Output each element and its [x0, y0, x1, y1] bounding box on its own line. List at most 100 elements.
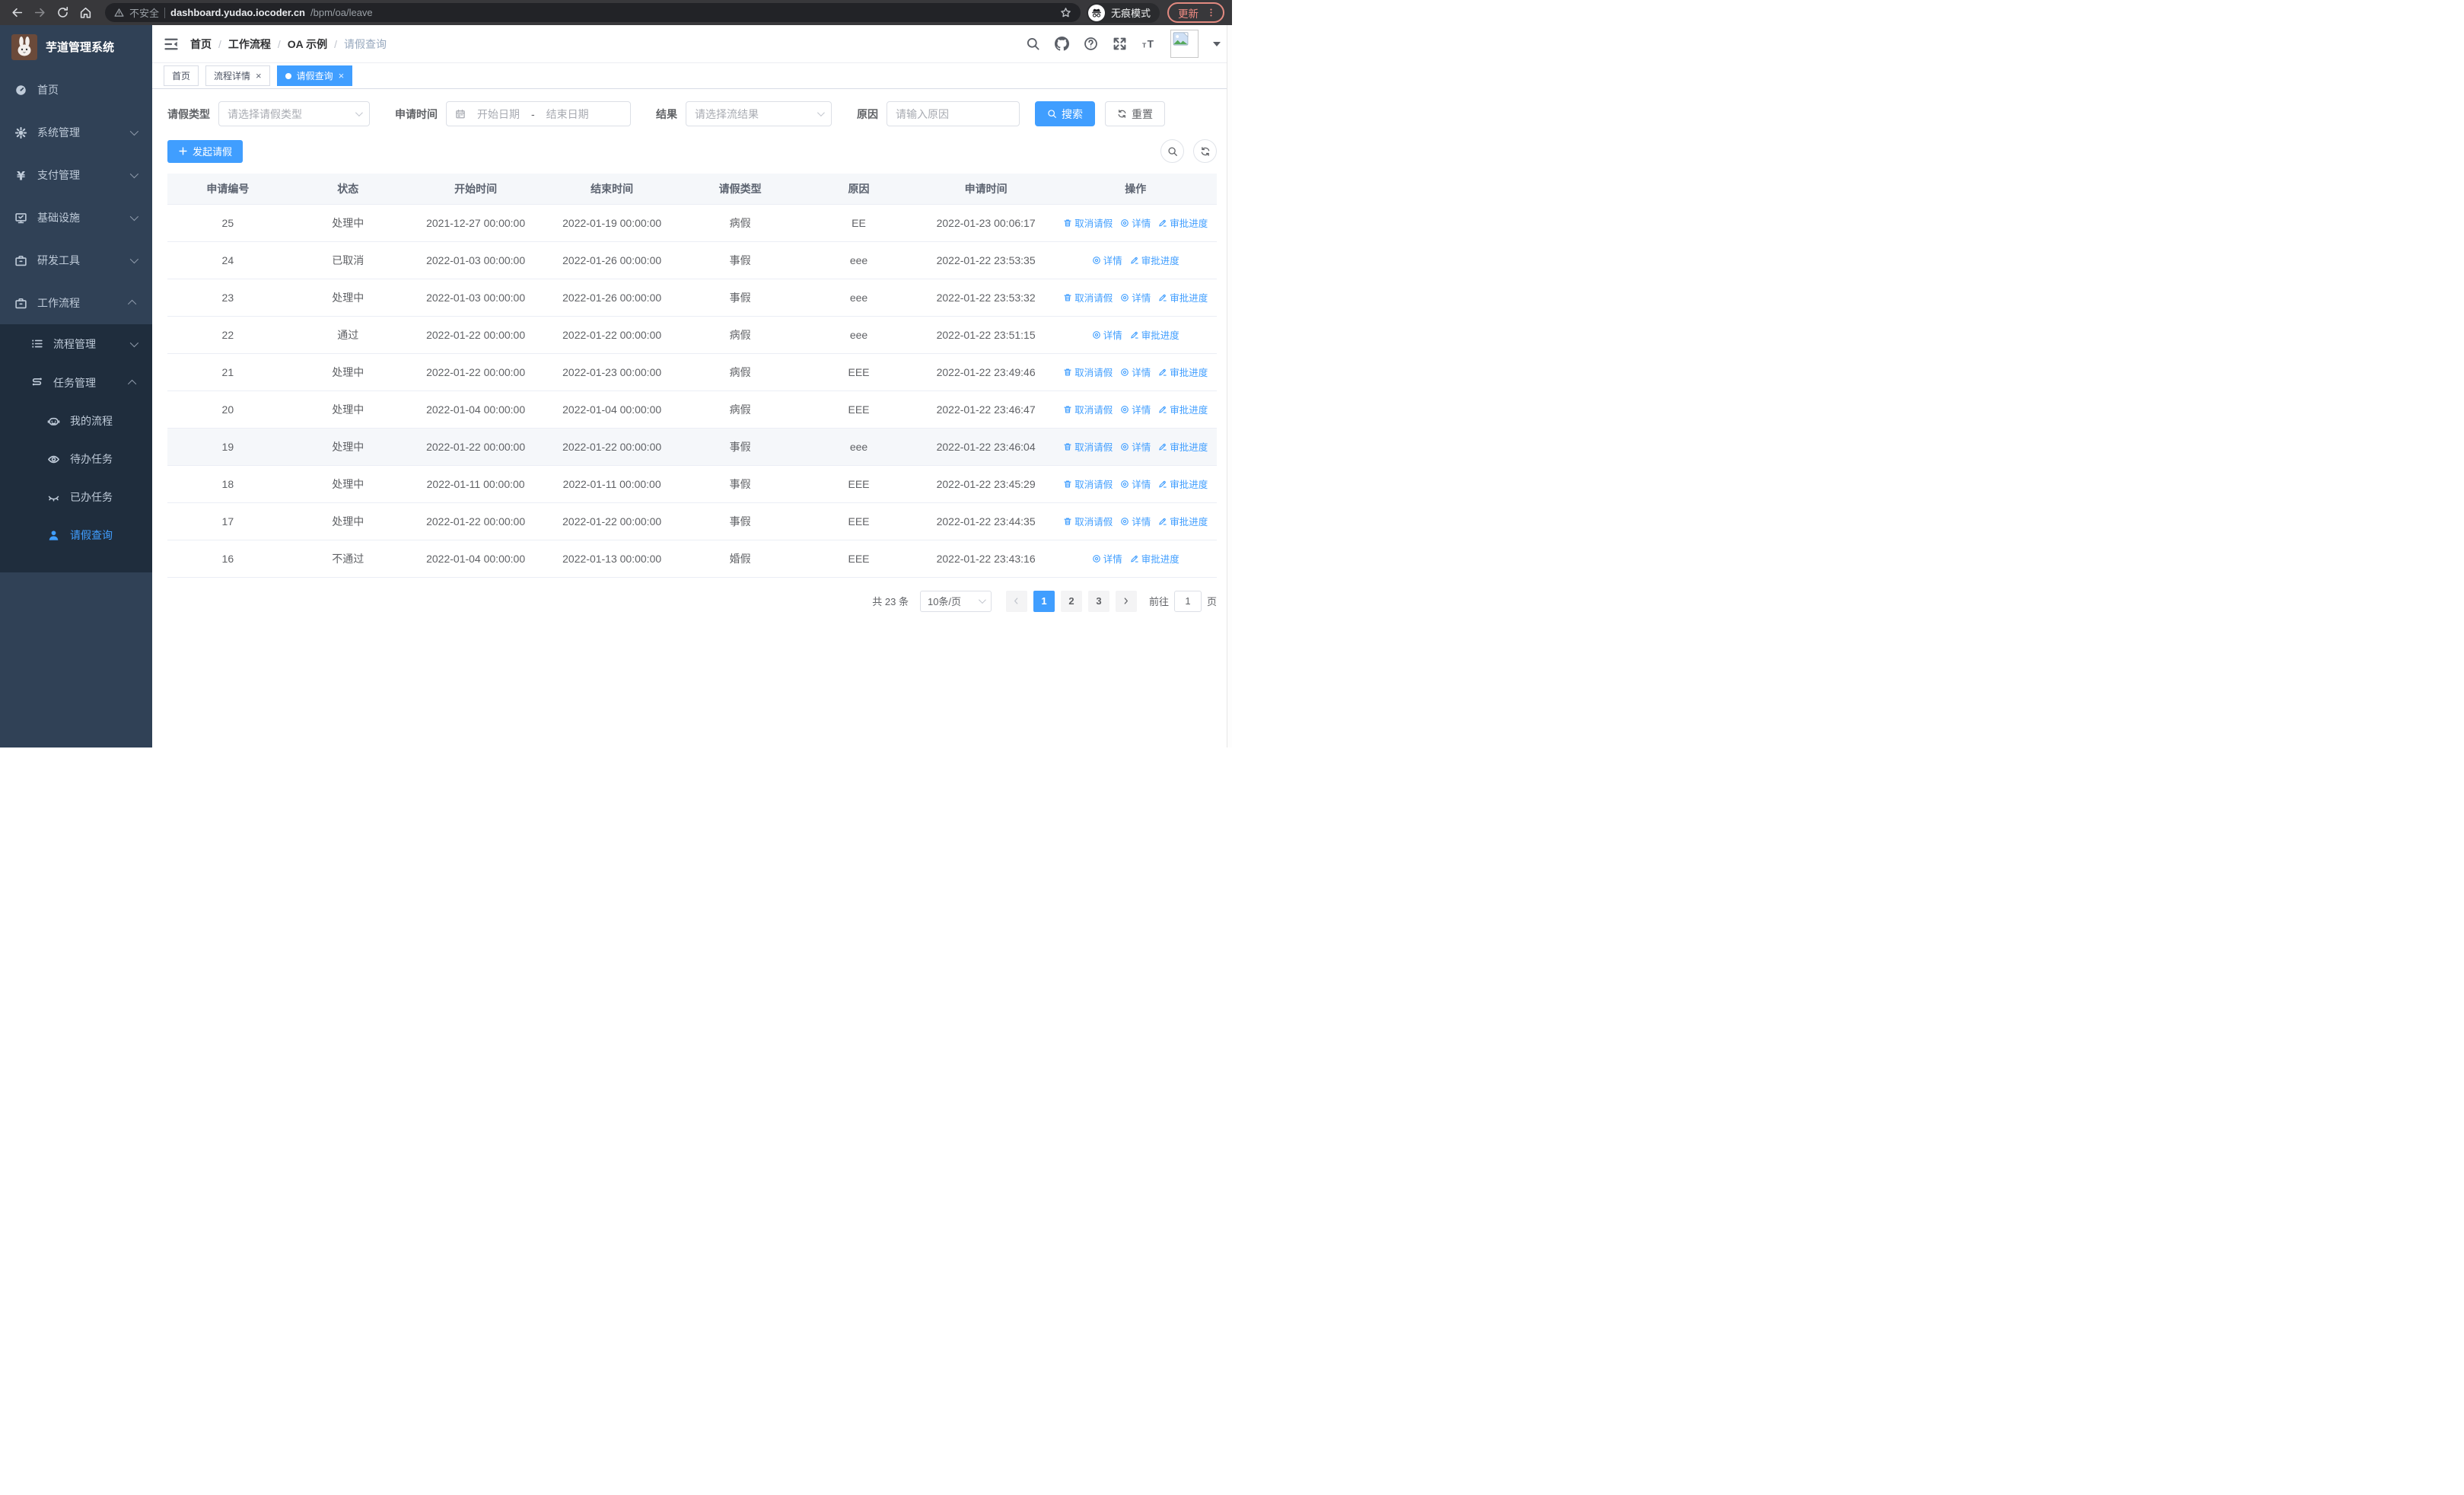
github-icon[interactable]: [1055, 37, 1069, 51]
action-cancel-link[interactable]: 取消请假: [1063, 365, 1113, 379]
goto-page-input[interactable]: [1173, 590, 1202, 612]
action-progress-link[interactable]: 审批进度: [1158, 439, 1208, 454]
sidebar-item-devtools[interactable]: 研发工具: [0, 239, 152, 282]
chevron-down-icon: [129, 169, 139, 179]
close-icon[interactable]: ×: [256, 70, 262, 81]
warning-icon: [114, 8, 124, 18]
action-detail-link[interactable]: 详情: [1092, 253, 1122, 267]
cell-start: 2021-12-27 00:00:00: [407, 204, 544, 242]
reason-input[interactable]: [896, 107, 1011, 120]
chevron-down-icon[interactable]: [1213, 41, 1221, 50]
end-date-input[interactable]: [539, 107, 596, 120]
address-bar[interactable]: 不安全 dashboard.yudao.iocoder.cn /bpm/oa/l…: [105, 3, 1081, 22]
column-header: 开始时间: [407, 174, 544, 205]
browser-update-button[interactable]: 更新: [1167, 2, 1224, 23]
result-select[interactable]: 请选择流结果: [686, 101, 832, 126]
action-progress-link[interactable]: 审批进度: [1130, 551, 1179, 566]
leave-type-select[interactable]: 请选择请假类型: [218, 101, 370, 126]
action-detail-link[interactable]: 详情: [1120, 365, 1151, 379]
action-cancel-link[interactable]: 取消请假: [1063, 402, 1113, 416]
action-progress-link[interactable]: 审批进度: [1158, 477, 1208, 491]
help-icon[interactable]: [1084, 37, 1098, 51]
create-leave-button[interactable]: 发起请假: [167, 139, 244, 163]
action-cancel-link[interactable]: 取消请假: [1063, 477, 1113, 491]
action-cancel-link[interactable]: 取消请假: [1063, 215, 1113, 230]
action-detail-link[interactable]: 详情: [1120, 439, 1151, 454]
menu-dots-icon[interactable]: [1206, 8, 1216, 18]
action-detail-link[interactable]: 详情: [1120, 477, 1151, 491]
sidebar-item-label: 待办任务: [70, 453, 113, 465]
page-button-3[interactable]: 3: [1087, 590, 1109, 612]
action-detail-link[interactable]: 详情: [1092, 551, 1122, 566]
search-button[interactable]: 搜索: [1035, 101, 1095, 126]
sidebar-item-leave-query[interactable]: 请假查询: [0, 516, 152, 554]
prev-page-button[interactable]: [1005, 590, 1027, 612]
fullscreen-icon[interactable]: [1113, 37, 1127, 51]
reload-icon[interactable]: [53, 4, 72, 22]
calendar-icon: [455, 109, 466, 120]
toggle-search-button[interactable]: [1160, 139, 1184, 163]
page-button-1[interactable]: 1: [1033, 590, 1055, 612]
sidebar-item-system[interactable]: 系统管理: [0, 111, 152, 154]
action-progress-link[interactable]: 审批进度: [1158, 215, 1208, 230]
tab-home[interactable]: 首页: [164, 65, 199, 86]
breadcrumb-item[interactable]: OA 示例: [287, 37, 328, 50]
action-label: 详情: [1132, 218, 1151, 229]
action-progress-link[interactable]: 审批进度: [1158, 290, 1208, 304]
sidebar-item-task-mgmt[interactable]: 任务管理: [0, 363, 152, 402]
cell-type: 事假: [680, 279, 801, 317]
start-date-input[interactable]: [470, 107, 527, 120]
action-detail-link[interactable]: 详情: [1120, 215, 1151, 230]
sidebar-item-infra[interactable]: 基础设施: [0, 196, 152, 239]
action-cancel-link[interactable]: 取消请假: [1063, 439, 1113, 454]
breadcrumb-item[interactable]: 首页: [190, 37, 212, 50]
reset-button[interactable]: 重置: [1105, 101, 1165, 126]
action-detail-link[interactable]: 详情: [1120, 290, 1151, 304]
bookmark-star-icon[interactable]: [1060, 7, 1071, 18]
action-detail-link[interactable]: 详情: [1120, 402, 1151, 416]
action-progress-link[interactable]: 审批进度: [1158, 514, 1208, 528]
page-button-2[interactable]: 2: [1060, 590, 1082, 612]
filter-result: 结果 请选择流结果: [656, 101, 832, 126]
back-icon[interactable]: [8, 4, 26, 22]
tab-process-detail[interactable]: 流程详情 ×: [205, 65, 270, 86]
home-icon[interactable]: [76, 4, 94, 22]
table-toolbar: 发起请假: [167, 139, 1217, 163]
cell-actions: 取消请假 详情 审批进度: [1054, 279, 1217, 317]
action-cancel-link[interactable]: 取消请假: [1063, 290, 1113, 304]
sidebar-item-process-mgmt[interactable]: 流程管理: [0, 324, 152, 363]
yen-icon: ¥: [14, 169, 27, 182]
sidebar-item-payment[interactable]: ¥ 支付管理: [0, 154, 152, 196]
action-detail-link[interactable]: 详情: [1120, 514, 1151, 528]
edit-icon: [1130, 256, 1139, 265]
view-icon: [1120, 517, 1129, 526]
scrollbar[interactable]: [1227, 25, 1232, 748]
action-detail-link[interactable]: 详情: [1092, 327, 1122, 342]
tab-leave-query[interactable]: 请假查询 ×: [276, 65, 353, 86]
avatar[interactable]: [1170, 30, 1199, 58]
sidebar-item-my-process[interactable]: 我的流程: [0, 402, 152, 440]
sidebar-item-todo-tasks[interactable]: 待办任务: [0, 440, 152, 478]
refresh-table-button[interactable]: [1193, 139, 1217, 163]
action-progress-link[interactable]: 审批进度: [1130, 327, 1179, 342]
sidebar-item-workflow[interactable]: 工作流程: [0, 282, 152, 324]
close-icon[interactable]: ×: [338, 70, 345, 81]
breadcrumb-item[interactable]: 工作流程: [228, 37, 271, 50]
forward-icon[interactable]: [30, 4, 49, 22]
search-icon[interactable]: [1026, 37, 1040, 51]
sidebar-item-done-tasks[interactable]: 已办任务: [0, 478, 152, 516]
breadcrumb: 首页 / 工作流程 / OA 示例 / 请假查询: [190, 37, 387, 52]
collapse-sidebar-icon[interactable]: [164, 37, 179, 52]
apply-time-range-picker[interactable]: -: [446, 101, 631, 126]
action-label: 取消请假: [1074, 517, 1113, 528]
page-size-select[interactable]: 10条/页: [919, 590, 992, 612]
incognito-icon: [1087, 4, 1105, 21]
sidebar-item-home[interactable]: 首页: [0, 69, 152, 111]
action-progress-link[interactable]: 审批进度: [1158, 402, 1208, 416]
app-logo[interactable]: 芋道管理系统: [0, 25, 152, 69]
action-progress-link[interactable]: 审批进度: [1130, 253, 1179, 267]
action-progress-link[interactable]: 审批进度: [1158, 365, 1208, 379]
action-cancel-link[interactable]: 取消请假: [1063, 514, 1113, 528]
next-page-button[interactable]: [1115, 590, 1137, 612]
